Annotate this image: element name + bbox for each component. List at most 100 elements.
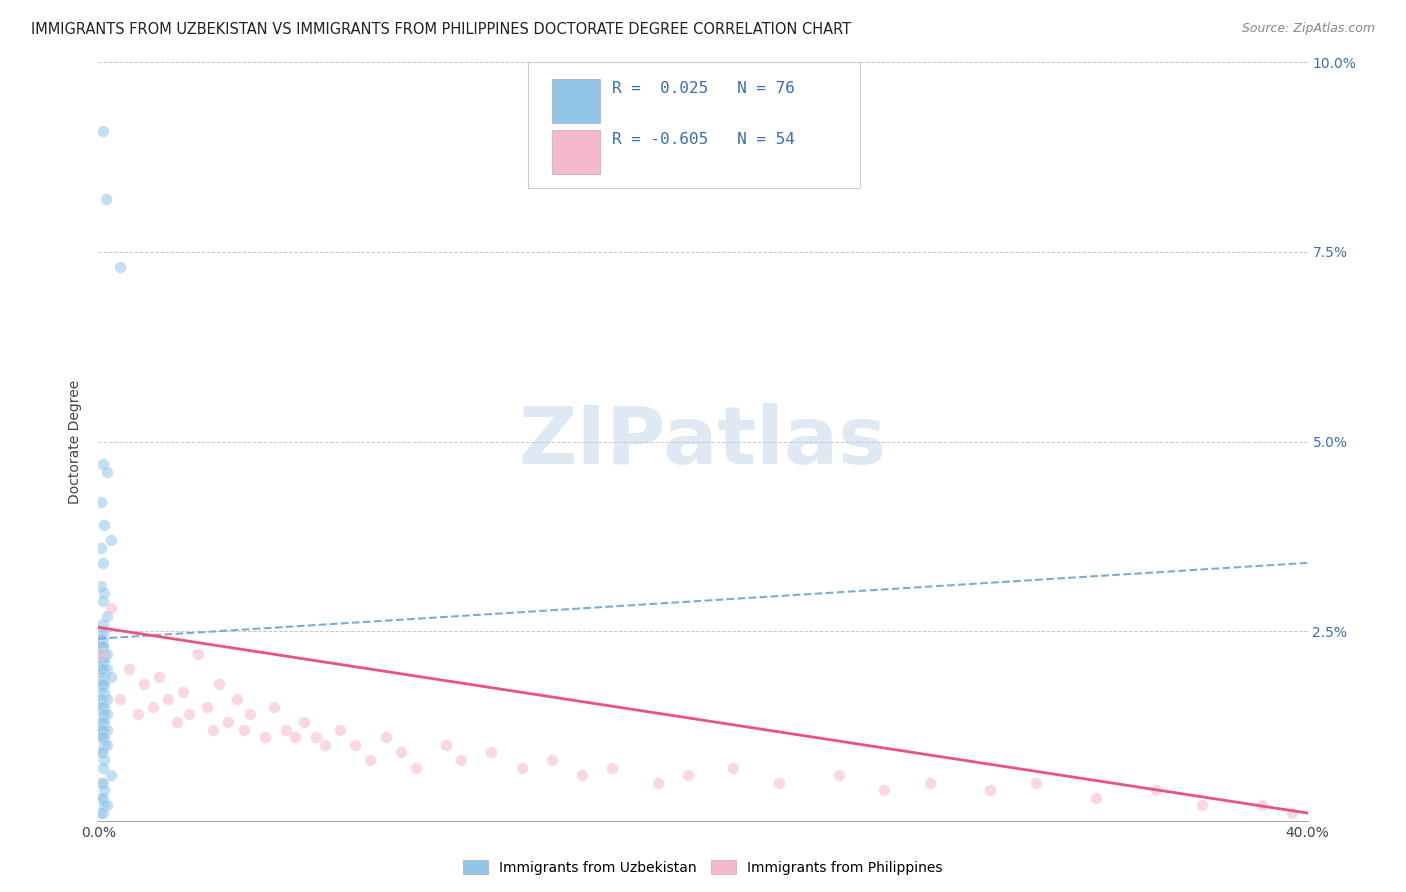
Point [226,692,249,706]
Point [91,639,114,653]
Point [274,723,297,737]
Point [148,669,170,684]
Point [96,738,118,752]
Point [90,624,112,639]
Point [93,517,115,532]
Point [873,783,896,797]
Point [450,753,472,767]
Point [374,730,396,744]
Point [91,776,114,790]
Point [96,723,118,737]
Point [239,707,262,722]
Point [1251,798,1274,813]
Point [263,699,285,714]
Point [90,677,112,691]
Point [93,685,115,699]
Point [195,699,218,714]
Point [90,495,112,509]
Point [253,730,276,744]
Point [93,655,115,669]
Point [1191,798,1213,813]
Point [602,760,624,774]
Point [389,746,412,760]
Point [481,746,503,760]
Point [93,783,115,797]
Bar [551,130,600,175]
Point [96,707,118,722]
Point [93,715,115,730]
Point [156,692,179,706]
Point [91,746,114,760]
Point [91,707,114,722]
Point [91,723,114,737]
Point [93,738,115,752]
Point [90,791,112,805]
Text: ZIPatlas: ZIPatlas [519,402,887,481]
Point [90,776,112,790]
Point [1085,791,1108,805]
Point [676,768,699,782]
Point [90,723,112,737]
Point [93,624,115,639]
Point [91,791,114,805]
Point [91,639,114,653]
Point [208,677,231,691]
Point [90,662,112,676]
Point [723,760,745,774]
Point [284,730,307,744]
Point [187,647,209,661]
Point [90,685,112,699]
Point [96,465,118,479]
Point [90,647,112,661]
Text: R =  0.025   N = 76: R = 0.025 N = 76 [613,81,796,96]
Point [142,699,165,714]
Point [93,707,115,722]
Point [434,738,457,752]
Point [90,647,112,661]
Point [93,677,115,691]
Legend: Immigrants from Uzbekistan, Immigrants from Philippines: Immigrants from Uzbekistan, Immigrants f… [458,855,948,880]
Point [91,730,114,744]
Point [540,753,562,767]
Point [91,715,114,730]
Point [90,746,112,760]
Point [1281,806,1303,821]
Point [90,715,112,730]
Point [202,723,225,737]
FancyBboxPatch shape [527,62,860,187]
Point [571,768,593,782]
Point [91,677,114,691]
Point [96,798,118,813]
Point [93,669,115,684]
Point [91,723,114,737]
Point [91,662,114,676]
Point [292,715,315,730]
Point [90,730,112,744]
Point [93,798,115,813]
Point [510,760,533,774]
Point [90,699,112,714]
Point [118,662,141,676]
Point [90,655,112,669]
Point [1144,783,1167,797]
Point [96,647,118,661]
Point [405,760,427,774]
Point [90,541,112,555]
Point [179,707,201,722]
Text: IMMIGRANTS FROM UZBEKISTAN VS IMMIGRANTS FROM PHILIPPINES DOCTORATE DEGREE CORRE: IMMIGRANTS FROM UZBEKISTAN VS IMMIGRANTS… [31,22,851,37]
Point [90,806,112,821]
Point [91,616,114,631]
Point [91,123,114,137]
Point [91,760,114,774]
Point [90,632,112,646]
Point [166,715,188,730]
Point [828,768,851,782]
Point [232,723,254,737]
Point [344,738,367,752]
Point [172,685,194,699]
Point [127,707,149,722]
Point [108,692,131,706]
Point [100,669,122,684]
Point [91,806,114,821]
Point [91,632,114,646]
